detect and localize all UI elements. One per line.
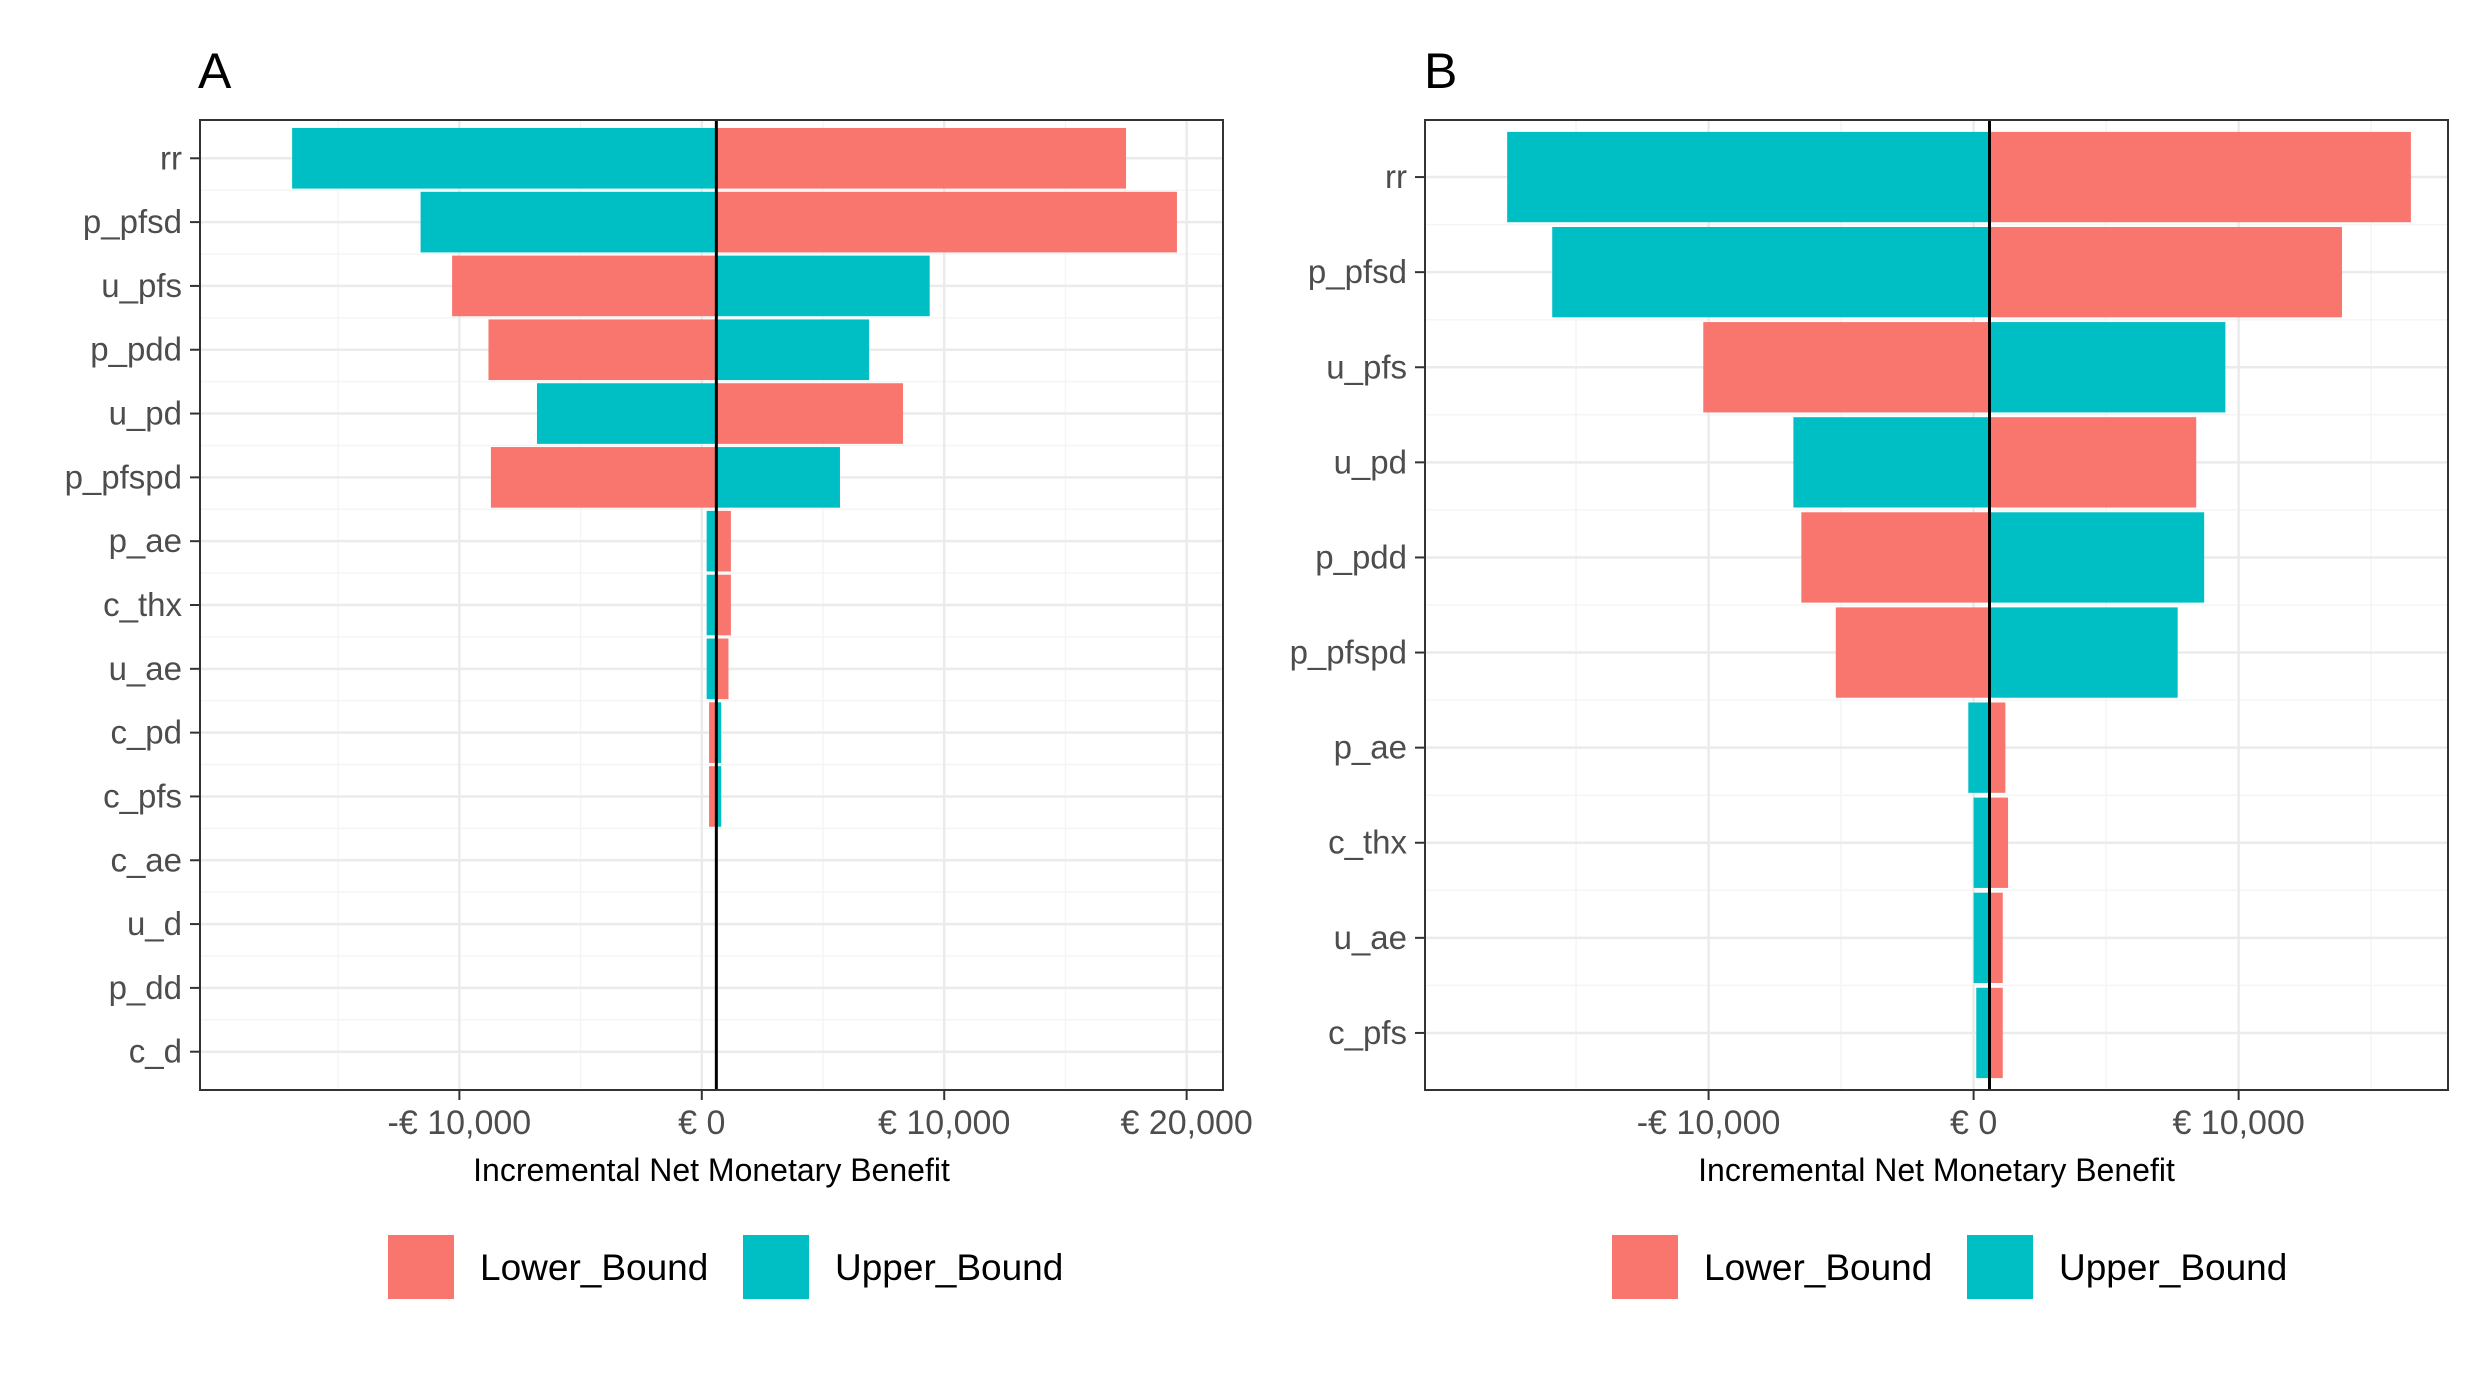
x-tick-label: € 0 [678,1104,725,1142]
bar-u-pfs-upper-bound [1989,322,2226,413]
legend-label-upper-bound: Upper_Bound [2059,1247,2287,1288]
y-tick-label-rr: rr [1385,158,1407,195]
y-tick-label-u-ae: u_ae [1334,919,1407,956]
bar-p-pfspd-upper-bound [1989,607,2178,698]
panel-tag: B [1424,43,1457,99]
bar-p-pdd-lower-bound [488,319,717,381]
bar-rr-upper-bound [1507,131,1990,223]
legend-key-lower-bound [1612,1235,1678,1299]
bar-p-pfsd-upper-bound [420,191,717,253]
legend-label-upper-bound: Upper_Bound [835,1247,1063,1288]
legend-label-lower-bound: Lower_Bound [480,1247,708,1288]
bar-p-pdd-upper-bound [716,319,870,381]
bar-p-pfsd-lower-bound [1989,226,2342,318]
y-tick-label-p-pfsd: p_pfsd [1308,253,1407,290]
y-tick-label-u-ae: u_ae [109,650,182,687]
y-tick-label-u-pd: u_pd [1334,443,1407,480]
bar-p-pfspd-lower-bound [490,447,717,508]
bar-rr-upper-bound [292,127,717,189]
y-tick-label-p-pdd: p_pdd [90,331,182,368]
y-tick-label-rr: rr [160,139,182,176]
legend-key-upper-bound [743,1235,809,1299]
y-tick-label-p-pfsd: p_pfsd [83,203,182,240]
bar-c-pd-lower-bound [709,702,717,763]
bar-p-ae-lower-bound [1989,702,2006,793]
legend-key-lower-bound [388,1235,454,1299]
bar-p-pdd-lower-bound [1801,512,1990,603]
bar-p-pfsd-upper-bound [1552,226,1990,318]
bar-u-pfs-lower-bound [452,255,717,317]
y-tick-label-p-pdd: p_pdd [1315,538,1407,575]
legend-key-upper-bound [1967,1235,2033,1299]
bar-u-ae-lower-bound [716,638,729,700]
bar-c-pd-upper-bound [716,702,722,763]
bar-c-thx-lower-bound [1989,797,2009,888]
bar-p-pfsd-lower-bound [716,191,1177,253]
bar-u-ae-upper-bound [1973,892,1990,984]
y-tick-label-u-d: u_d [127,905,182,942]
y-tick-label-c-pfs: c_pfs [103,777,182,814]
bar-u-pfs-upper-bound [716,255,930,317]
bar-u-ae-upper-bound [706,638,717,700]
bar-c-pfs-lower-bound [1989,987,2003,1079]
bar-c-thx-upper-bound [706,574,717,636]
bar-p-ae-upper-bound [706,510,717,572]
bars-group [292,127,1177,827]
y-tick-label-p-pfspd: p_pfspd [65,458,182,495]
legend-label-lower-bound: Lower_Bound [1704,1247,1932,1288]
bar-p-pfspd-upper-bound [716,447,840,508]
x-tick-label: € 0 [1950,1104,1997,1142]
x-tick-label: € 20,000 [1120,1104,1252,1142]
bar-u-ae-lower-bound [1989,892,2003,984]
y-tick-label-p-ae: p_ae [109,522,182,559]
bar-u-pd-lower-bound [716,383,904,444]
y-tick-label-u-pfs: u_pfs [101,267,182,304]
bar-u-pfs-lower-bound [1703,322,1990,413]
x-axis-title: Incremental Net Monetary Benefit [473,1152,950,1188]
bar-p-ae-lower-bound [716,510,731,572]
panel-border [1424,119,2449,1091]
bar-rr-lower-bound [716,127,1127,189]
legend: Lower_Bound Upper_Bound [388,1235,1063,1299]
bar-u-pd-upper-bound [536,383,717,444]
bar-c-pfs-upper-bound [1976,987,1990,1079]
y-tick-label-p-pfspd: p_pfspd [1290,634,1407,671]
y-tick-label-c-d: c_d [129,1033,182,1070]
panel-tag: A [198,43,232,99]
y-tick-label-p-dd: p_dd [109,969,182,1006]
bars-group [1507,131,2411,1079]
x-tick-label: -€ 10,000 [388,1104,532,1142]
bar-u-pd-upper-bound [1793,417,1990,508]
chart-panel-b: Brr p_pfsd u_pfs u_pd p_pdd p_pfspd p_ae c_thxu… [1290,43,2449,1299]
chart-panel-a: Arr p_pfsd u_pfs p_pdd u_pd p_pfspd p_ae c_thxu… [65,43,1253,1299]
y-tick-label-c-pfs: c_pfs [1328,1014,1407,1051]
y-tick-label-u-pfs: u_pfs [1326,348,1407,385]
bar-rr-lower-bound [1989,131,2411,223]
x-axis-title: Incremental Net Monetary Benefit [1698,1152,2175,1188]
legend: Lower_Bound Upper_Bound [1612,1235,2287,1299]
bar-p-pfspd-lower-bound [1835,607,1990,698]
bar-c-thx-upper-bound [1973,797,1990,888]
bar-c-thx-lower-bound [716,574,731,636]
y-tick-label-u-pd: u_pd [109,395,182,432]
x-tick-label: -€ 10,000 [1637,1104,1781,1142]
bar-u-pd-lower-bound [1989,417,2197,508]
x-tick-label: € 10,000 [2172,1104,2304,1142]
x-tick-label: € 10,000 [878,1104,1010,1142]
bar-p-pdd-upper-bound [1989,512,2205,603]
y-tick-label-p-ae: p_ae [1334,729,1407,766]
bar-c-pfs-lower-bound [709,766,717,827]
y-tick-label-c-pd: c_pd [110,714,182,751]
y-tick-label-c-thx: c_thx [103,586,182,623]
bar-c-pfs-upper-bound [716,766,722,827]
y-tick-label-c-thx: c_thx [1328,824,1407,861]
y-tick-label-c-ae: c_ae [110,841,182,878]
bar-p-ae-upper-bound [1968,702,1990,793]
